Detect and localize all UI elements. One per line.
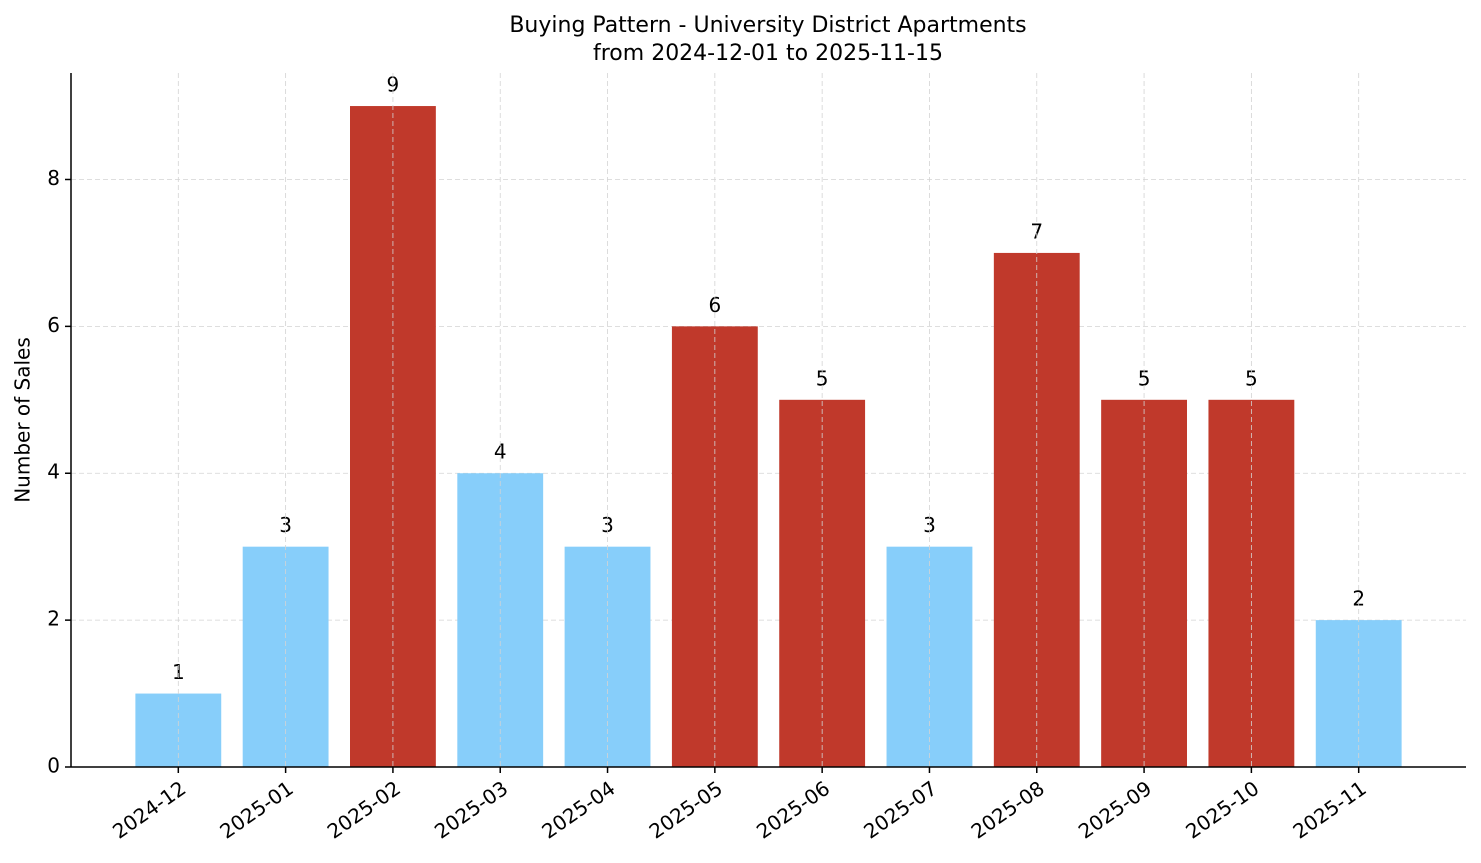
x-tick-label: 2024-12 bbox=[108, 776, 190, 844]
x-tick-label: 2025-10 bbox=[1181, 776, 1263, 844]
chart-subtitle: from 2024-12-01 to 2025-11-15 bbox=[593, 41, 943, 66]
x-tick-label: 2025-07 bbox=[859, 776, 941, 844]
y-tick-label: 0 bbox=[47, 754, 60, 778]
y-tick-label: 2 bbox=[47, 607, 60, 631]
bar bbox=[779, 399, 866, 767]
y-tick-label: 6 bbox=[47, 313, 60, 337]
data-label: 6 bbox=[708, 293, 721, 317]
x-tick-label: 2025-04 bbox=[537, 776, 619, 844]
x-tick-label: 2025-11 bbox=[1288, 776, 1370, 844]
x-tick-label: 2025-01 bbox=[215, 776, 297, 844]
bar bbox=[1208, 399, 1295, 767]
data-label: 2 bbox=[1352, 587, 1365, 611]
x-tick-label: 2025-09 bbox=[1074, 776, 1156, 844]
y-tick-label: 4 bbox=[47, 460, 60, 484]
x-tick-label: 2025-03 bbox=[430, 776, 512, 844]
x-tick-label: 2025-02 bbox=[323, 776, 405, 844]
bar bbox=[1101, 399, 1187, 767]
x-tick-label: 2025-05 bbox=[645, 776, 727, 844]
x-tick-label: 2025-06 bbox=[752, 776, 834, 844]
y-tick-label: 8 bbox=[47, 166, 60, 190]
data-label: 7 bbox=[1030, 219, 1043, 243]
x-tick-label: 2025-08 bbox=[967, 776, 1049, 844]
chart-title: Buying Pattern - University District Apa… bbox=[509, 13, 1026, 38]
data-label: 1 bbox=[172, 660, 185, 684]
y-axis-label: Number of Sales bbox=[11, 337, 35, 503]
